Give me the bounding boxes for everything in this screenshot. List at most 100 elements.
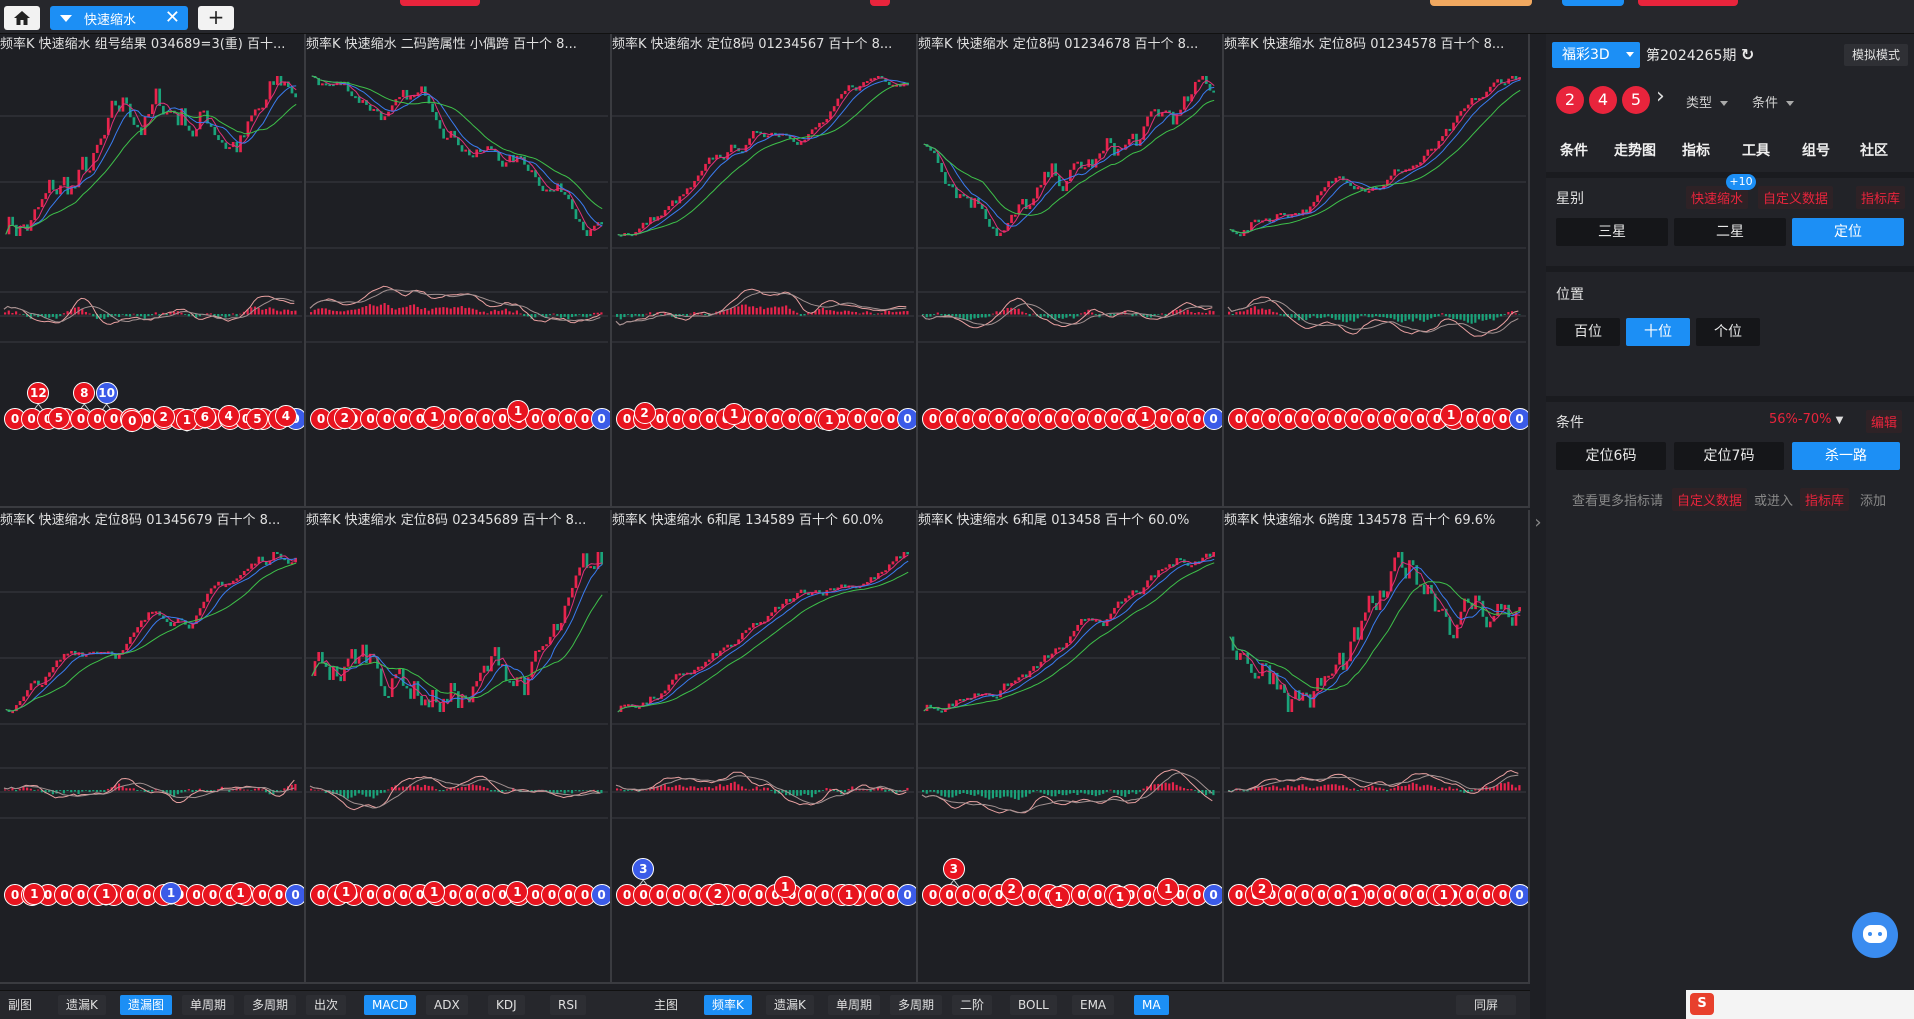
macd-bar xyxy=(442,790,445,792)
position-tens[interactable]: 十位 xyxy=(1626,318,1690,346)
candle xyxy=(1235,650,1239,660)
tab-quick-shrink[interactable]: 快速缩水 ✕ xyxy=(50,6,188,30)
close-icon[interactable]: ✕ xyxy=(164,7,180,28)
chart-panel[interactable]: 频率K 快速缩水 定位8码 01234678 百十个 8... 0 0 0 0 0 0 0 0 0… xyxy=(918,34,1224,508)
candle xyxy=(578,567,581,576)
mock-mode-button[interactable]: 模拟模式 xyxy=(1843,44,1908,66)
candle xyxy=(158,611,162,616)
chart-panel[interactable]: 频率K 快速缩水 6跨度 134578 百十个 69.6% 0 0 0 0 0 0 0 0 0 0 0… xyxy=(1224,510,1530,984)
macd-bar xyxy=(279,790,282,791)
macd-bar xyxy=(409,784,412,791)
ime-logo-icon[interactable]: S xyxy=(1690,993,1714,1015)
candle xyxy=(213,585,217,589)
star-option-two[interactable]: 二星 xyxy=(1674,218,1786,246)
custom-data-link[interactable]: 自定义数据 xyxy=(1758,186,1834,209)
main-chart-btn-MA[interactable]: MA xyxy=(1134,995,1169,1015)
add-tab-button[interactable]: + xyxy=(198,6,234,30)
macd-bar xyxy=(1323,784,1326,791)
hint-indicator-link[interactable]: 指标库 xyxy=(1800,488,1850,511)
chart-panel[interactable]: 频率K 快速缩水 定位8码 02345689 百十个 8... 0 0 0 0 0 0 0 0 0… xyxy=(306,510,612,984)
main-chart-btn-BOLL[interactable]: BOLL xyxy=(1010,995,1057,1015)
chart-panel[interactable]: 频率K 快速缩水 二码跨属性 小偶跨 百十个 8... 0 0 0 0 0 0 0 0 0 0 0 0 0… xyxy=(306,34,612,508)
nav-tab-tools[interactable]: 工具 xyxy=(1742,143,1770,159)
position-units[interactable]: 个位 xyxy=(1696,318,1760,346)
type-dropdown[interactable]: 类型 xyxy=(1686,92,1729,111)
candle xyxy=(15,705,18,712)
next-icon[interactable]: › xyxy=(1656,84,1665,109)
macd-bar xyxy=(1341,314,1345,322)
top-deco-orange[interactable] xyxy=(1430,0,1532,6)
chart-panel[interactable]: 频率K 快速缩水 定位8码 01234567 百十个 8... 0 0 0 0 0 0 0 0 0… xyxy=(612,34,918,508)
chart-panel[interactable]: 频率K 快速缩水 6和尾 134589 百十个 60.0% 0 0 0 0 0 0 0 0 0 0 0… xyxy=(612,510,918,984)
sub-chart-btn-出次[interactable]: 出次 xyxy=(306,995,347,1015)
macd-bar xyxy=(818,790,821,793)
sub-chart-btn-ADX[interactable]: ADX xyxy=(426,995,468,1015)
sub-chart-btn-遗漏图[interactable]: 遗漏图 xyxy=(120,995,173,1015)
main-chart-btn-频率K[interactable]: 频率K xyxy=(704,995,752,1015)
main-chart-btn-单周期[interactable]: 单周期 xyxy=(828,995,881,1015)
candle xyxy=(1061,186,1065,192)
candle xyxy=(1113,607,1116,614)
candle xyxy=(1389,175,1393,180)
macd-bar xyxy=(674,314,677,319)
macd-bar xyxy=(906,787,909,791)
macd-bar xyxy=(165,790,168,795)
chart-panel[interactable]: 频率K 快速缩水 组号结果 034689=3(重) 百十...000000000… xyxy=(0,34,306,508)
macd-bar xyxy=(4,789,7,791)
star-option-three[interactable]: 三星 xyxy=(1556,218,1668,246)
cond-option-pos7[interactable]: 定位7码 xyxy=(1674,442,1784,470)
panel-title: 频率K 快速缩水 组号结果 034689=3(重) 百十... xyxy=(0,34,304,56)
nav-tab-trend[interactable]: 走势图 xyxy=(1614,143,1656,159)
macd-bar xyxy=(1367,786,1370,791)
quick-shrink-link[interactable]: 快速缩水 xyxy=(1686,186,1749,209)
macd-bar xyxy=(1197,790,1200,793)
position-hundreds[interactable]: 百位 xyxy=(1556,318,1620,346)
nav-tab-community[interactable]: 社区 xyxy=(1860,143,1888,159)
cond-option-kill-one[interactable]: 杀一路 xyxy=(1792,442,1900,470)
macd-bar xyxy=(1463,314,1466,321)
main-chart-btn-二阶[interactable]: 二阶 xyxy=(952,995,993,1015)
candle xyxy=(581,553,585,568)
top-deco-red2[interactable] xyxy=(1638,0,1738,6)
sub-chart-btn-单周期[interactable]: 单周期 xyxy=(182,995,235,1015)
sub-chart-btn-多周期[interactable]: 多周期 xyxy=(244,995,297,1015)
sub-chart-btn-RSI[interactable]: RSI xyxy=(550,995,586,1015)
fullscreen-button[interactable]: 同屏 xyxy=(1456,995,1517,1015)
nav-tab-indicators[interactable]: 指标 xyxy=(1682,143,1710,159)
macd-bar xyxy=(1510,311,1514,315)
main-chart-btn-多周期[interactable]: 多周期 xyxy=(890,995,943,1015)
count-ball: 5 xyxy=(47,407,70,430)
lottery-select[interactable]: 福彩3D xyxy=(1552,42,1640,68)
candle xyxy=(1021,674,1024,678)
macd-bar xyxy=(715,786,718,791)
indicator-lib-link[interactable]: 指标库 xyxy=(1856,186,1906,209)
candle xyxy=(898,84,902,87)
chevron-right-icon[interactable]: › xyxy=(1534,512,1542,533)
star-option-position[interactable]: 定位 xyxy=(1792,218,1904,246)
candle xyxy=(1239,653,1242,660)
chat-button[interactable] xyxy=(1852,912,1898,958)
chart-panel[interactable]: 频率K 快速缩水 定位8码 01234578 百十个 8... 0 0 0 0 0 0 0 0 0… xyxy=(1224,34,1530,508)
edit-button[interactable]: 编辑 xyxy=(1866,410,1903,433)
nav-tab-conditions[interactable]: 条件 xyxy=(1560,143,1588,159)
main-chart-btn-EMA[interactable]: EMA xyxy=(1072,995,1115,1015)
sub-chart-btn-MACD[interactable]: MACD xyxy=(364,995,416,1015)
range-select[interactable]: 56%-70% ▼ xyxy=(1764,410,1848,429)
condition-dropdown[interactable]: 条件 xyxy=(1752,92,1795,111)
candle xyxy=(1142,126,1146,140)
top-deco-blue[interactable] xyxy=(1562,0,1624,6)
miss-ball: 0 xyxy=(682,408,704,430)
sub-chart-btn-KDJ[interactable]: KDJ xyxy=(488,995,525,1015)
sub-chart-btn-遗漏K[interactable]: 遗漏K xyxy=(58,995,106,1015)
count-ball: 1 xyxy=(837,883,860,906)
cond-option-pos6[interactable]: 定位6码 xyxy=(1556,442,1666,470)
chart-panel[interactable]: 频率K 快速缩水 6和尾 013458 百十个 60.0% 0 0 0 0 0 0 0 0 0 0 0… xyxy=(918,510,1224,984)
main-chart-btn-遗漏K[interactable]: 遗漏K xyxy=(766,995,814,1015)
hint-custom-data-link[interactable]: 自定义数据 xyxy=(1672,488,1748,511)
nav-tab-groups[interactable]: 组号 xyxy=(1802,143,1830,159)
chart-panel[interactable]: 频率K 快速缩水 定位8码 01345679 百十个 8... 0 0 0 0 0 0 0 0 0… xyxy=(0,510,306,984)
candle xyxy=(275,552,279,554)
refresh-icon[interactable]: ↻ xyxy=(1740,45,1755,64)
macd-bar xyxy=(933,790,936,792)
home-button[interactable] xyxy=(4,6,40,30)
